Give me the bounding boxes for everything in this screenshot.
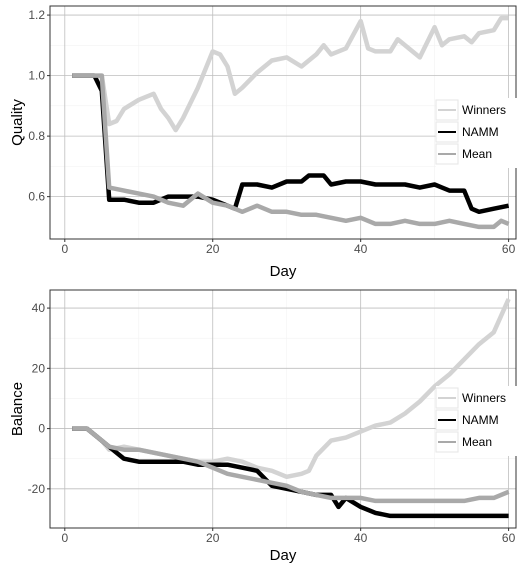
quality-panel: 0 20 40 60 0.6 0.8 1.0 1.2 Day Quality Winners NAMM… bbox=[9, 5, 518, 280]
series-line-winners bbox=[72, 15, 509, 133]
x-axis-title: Day bbox=[270, 547, 297, 564]
y-tick-label: 0 bbox=[38, 422, 45, 436]
series-line-namm bbox=[72, 73, 510, 215]
y-tick-label: 20 bbox=[32, 361, 46, 375]
y-tick-label: 1.0 bbox=[28, 69, 45, 83]
legend-label-mean: Mean bbox=[462, 147, 492, 161]
legend: Winners NAMM Mean bbox=[435, 98, 518, 168]
y-tick-label: 0.6 bbox=[28, 190, 45, 204]
y-tick-label: -20 bbox=[28, 482, 46, 496]
x-tick-label: 0 bbox=[61, 531, 68, 545]
y-tick-label: 0.8 bbox=[28, 129, 45, 143]
x-tick-label: 60 bbox=[502, 242, 516, 256]
series-line-mean bbox=[72, 426, 510, 504]
legend-label-namm: NAMM bbox=[462, 125, 499, 139]
x-tick-label: 20 bbox=[206, 242, 220, 256]
x-tick-label: 20 bbox=[206, 531, 220, 545]
x-tick-label: 0 bbox=[61, 242, 68, 256]
balance-panel: 0 20 40 60 -20 0 20 40 Day Balance Winners NAMM Mean bbox=[9, 289, 518, 564]
legend-label-namm: NAMM bbox=[462, 413, 499, 427]
x-axis-title: Day bbox=[270, 263, 297, 280]
legend-label-winners: Winners bbox=[462, 391, 506, 405]
legend-label-winners: Winners bbox=[462, 103, 506, 117]
x-tick-label: 40 bbox=[354, 242, 368, 256]
x-tick-label: 60 bbox=[502, 531, 516, 545]
legend: Winners NAMM Mean bbox=[435, 386, 518, 456]
series-line-mean bbox=[72, 73, 510, 230]
y-tick-label: 1.2 bbox=[28, 8, 45, 22]
y-tick-label: 40 bbox=[32, 301, 46, 315]
legend-label-mean: Mean bbox=[462, 435, 492, 449]
y-axis-title: Balance bbox=[9, 382, 26, 436]
y-axis-title: Quality bbox=[9, 99, 26, 146]
x-tick-label: 40 bbox=[354, 531, 368, 545]
